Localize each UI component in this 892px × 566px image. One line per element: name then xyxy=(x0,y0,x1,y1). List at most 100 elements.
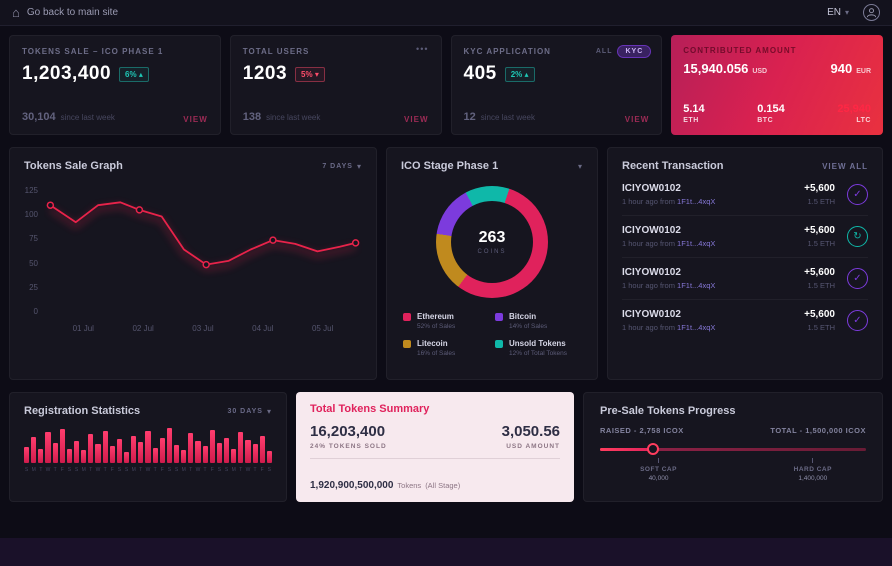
legend-item-unsold: Unsold Tokens 12% of Total Tokens xyxy=(495,339,581,357)
transaction-list: ICIYOW0102 1 hour ago from 1F1t...4xqX +… xyxy=(608,172,882,341)
donut-chart: 263 COINS xyxy=(436,186,548,298)
tx-eth: 1.5 ETH xyxy=(807,281,835,290)
view-button[interactable]: VIEW xyxy=(404,115,429,124)
day-label: S xyxy=(224,467,229,473)
x-tick-label: 01 Jul xyxy=(72,324,94,333)
bar xyxy=(31,437,37,463)
footer-bar xyxy=(0,538,892,566)
bar xyxy=(131,436,137,463)
legend-swatch xyxy=(495,340,503,348)
card-title: Recent Transaction xyxy=(622,160,724,172)
tx-eth: 1.5 ETH xyxy=(807,239,835,248)
raised-label: RAISED - 2,758 ICOX xyxy=(600,426,684,435)
total-tokens-value: 1,920,900,500,000 xyxy=(310,480,394,491)
refresh-circle-icon: ↻ xyxy=(847,226,868,247)
total-label: TOTAL - 1,500,000 ICOX xyxy=(770,426,866,435)
bar xyxy=(102,430,108,463)
y-tick-label: 125 xyxy=(24,186,38,195)
tx-meta: 1 hour ago from 1F1t...4xqX xyxy=(622,197,716,206)
recent-transactions-card: Recent Transaction VIEW ALL ICIYOW0102 1… xyxy=(607,147,883,380)
bar xyxy=(166,428,172,463)
progress-slider: SOFT CAP 40,000 HARD CAP 1,400,000 xyxy=(600,443,866,482)
stat-sub-label: since last week xyxy=(266,113,321,122)
eur-unit: EUR xyxy=(856,68,871,75)
bar xyxy=(223,437,230,463)
day-label: T xyxy=(89,467,93,473)
stat-value: 1203 xyxy=(242,63,288,84)
bar-chart xyxy=(10,417,286,463)
transaction-row[interactable]: ICIYOW0102 1 hour ago from 1F1t...4xqX +… xyxy=(622,216,868,258)
filter-all-button[interactable]: ALL xyxy=(595,48,613,55)
bar xyxy=(52,443,58,463)
day-label: T xyxy=(103,467,107,473)
transaction-row[interactable]: ICIYOW0102 1 hour ago from 1F1t...4xqX +… xyxy=(622,258,868,300)
donut-legend: Ethereum 52% of Sales Bitcoin 14% of Sal… xyxy=(387,298,597,357)
total-tokens-summary-card: Total Tokens Summary 16,203,400 24% TOKE… xyxy=(296,392,574,502)
tx-id: ICIYOW0102 xyxy=(622,183,681,194)
topbar: ⌂ Go back to main site EN ▾ xyxy=(0,0,892,26)
topbar-right: EN ▾ xyxy=(827,4,880,21)
back-to-main-site-link[interactable]: ⌂ Go back to main site xyxy=(12,6,118,19)
trend-badge[interactable]: 5% ▾ xyxy=(295,66,325,82)
range-select-30days[interactable]: 30 DAYS ▾ xyxy=(227,406,272,416)
tx-amount: +5,600 xyxy=(804,183,835,194)
day-label: F xyxy=(260,467,264,473)
stage-select[interactable]: ▾ xyxy=(578,162,583,171)
day-label: S xyxy=(174,467,179,473)
user-avatar[interactable] xyxy=(863,4,880,21)
day-label: T xyxy=(139,467,143,473)
slider-fill xyxy=(600,448,654,451)
view-all-button[interactable]: VIEW ALL xyxy=(822,161,868,171)
view-button[interactable]: VIEW xyxy=(624,115,650,124)
tx-eth: 1.5 ETH xyxy=(807,323,835,332)
card-title: ICO Stage Phase 1 xyxy=(401,160,499,172)
card-title: CONTRIBUTED AMOUNT xyxy=(683,46,797,55)
tx-eth: 1.5 ETH xyxy=(807,197,835,206)
tx-amount: +5,600 xyxy=(804,267,835,278)
x-tick-label: 03 Jul xyxy=(192,324,214,333)
bar xyxy=(45,432,51,463)
legend-item-ethereum: Ethereum 52% of Sales xyxy=(403,312,489,330)
card-menu-button[interactable]: ••• xyxy=(416,44,429,54)
range-select-7days[interactable]: 7 DAYS ▾ xyxy=(322,161,362,171)
card-title: Pre-Sale Tokens Progress xyxy=(600,405,736,417)
view-button[interactable]: VIEW xyxy=(183,115,208,124)
transaction-row[interactable]: ICIYOW0102 1 hour ago from 1F1t...4xqX +… xyxy=(622,300,868,341)
card-title: Tokens Sale Graph xyxy=(24,160,123,172)
bar xyxy=(66,448,72,463)
bar xyxy=(138,442,144,463)
day-label: S xyxy=(117,467,122,473)
bar xyxy=(123,452,130,463)
filter-kyc-button[interactable]: KYC xyxy=(617,45,652,58)
stat-sub-value: 30,104 xyxy=(22,111,56,123)
tx-amount: +5,600 xyxy=(804,309,835,320)
language-select[interactable]: EN ▾ xyxy=(827,7,849,18)
legend-item-litecoin: Litecoin 16% of Sales xyxy=(403,339,489,357)
card-title: Registration Statistics xyxy=(24,405,141,417)
stat-value: 405 xyxy=(463,63,497,84)
check-circle-icon: ✓ xyxy=(847,268,868,289)
y-tick-label: 100 xyxy=(24,210,38,220)
bar xyxy=(202,446,208,463)
day-label: T xyxy=(153,467,157,473)
charts-row: Tokens Sale Graph 7 DAYS ▾ 125 100 75 50 25 0… xyxy=(9,147,883,380)
bar xyxy=(59,428,65,463)
day-label: M xyxy=(81,467,86,473)
legend-swatch xyxy=(403,340,411,348)
slider-handle[interactable] xyxy=(647,443,660,455)
trend-badge[interactable]: 6% ▴ xyxy=(119,66,149,82)
transaction-row[interactable]: ICIYOW0102 1 hour ago from 1F1t...4xqX +… xyxy=(622,174,868,216)
trend-badge[interactable]: 2% ▴ xyxy=(504,66,535,82)
day-label: M xyxy=(131,467,136,473)
chevron-down-icon: ▾ xyxy=(266,406,272,416)
day-label: T xyxy=(53,467,57,473)
y-axis-labels: 125 100 75 50 25 0 xyxy=(22,186,44,316)
tick-mark xyxy=(812,458,814,463)
x-tick-label: 02 Jul xyxy=(132,324,154,333)
stat-sub-value: 12 xyxy=(463,111,476,123)
stat-value: 1,203,400 xyxy=(22,63,112,84)
bar xyxy=(73,440,80,463)
day-label: W xyxy=(45,467,51,473)
day-label: S xyxy=(67,467,72,473)
